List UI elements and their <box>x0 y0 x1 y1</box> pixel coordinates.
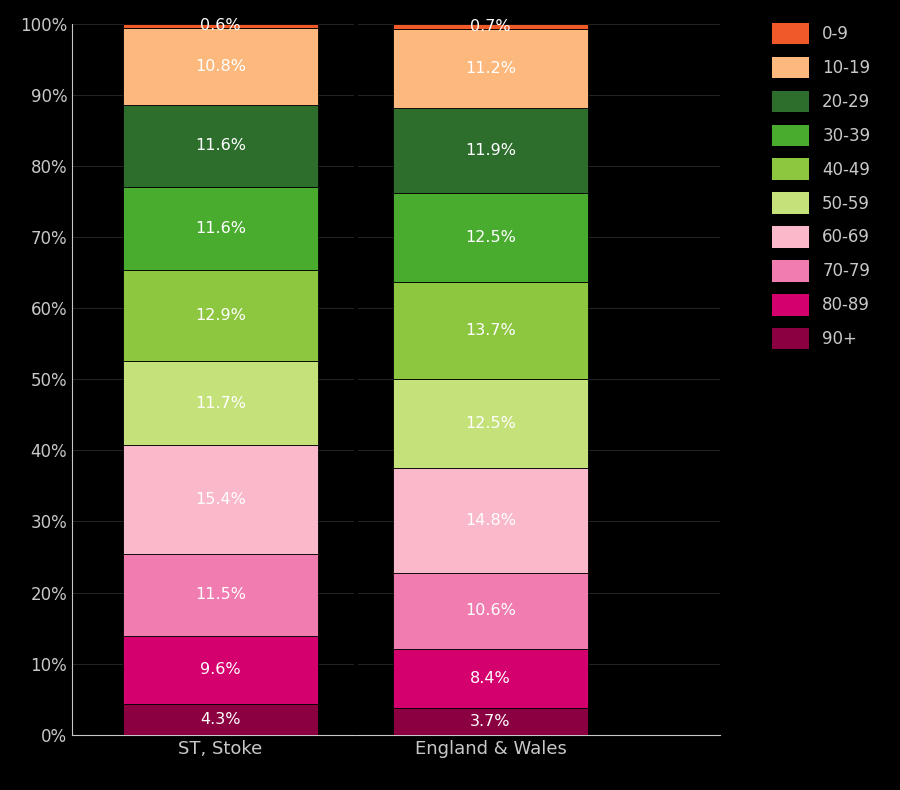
Bar <box>123 105 318 187</box>
Bar <box>123 704 318 735</box>
Legend: 0-9, 10-19, 20-29, 30-39, 40-49, 50-59, 60-69, 70-79, 80-89, 90+: 0-9, 10-19, 20-29, 30-39, 40-49, 50-59, … <box>767 18 876 355</box>
Text: 11.6%: 11.6% <box>195 138 246 153</box>
Bar <box>123 554 318 636</box>
Bar <box>123 361 318 445</box>
Bar <box>393 379 588 468</box>
Text: 12.9%: 12.9% <box>195 308 246 323</box>
Bar <box>123 187 318 269</box>
Text: 9.6%: 9.6% <box>200 663 241 678</box>
Bar <box>123 24 318 28</box>
Bar <box>393 24 588 28</box>
Text: 12.5%: 12.5% <box>465 230 516 245</box>
Bar <box>393 28 588 108</box>
Bar <box>393 709 588 735</box>
Bar <box>393 649 588 709</box>
Text: 0.6%: 0.6% <box>200 18 241 33</box>
Text: 11.9%: 11.9% <box>465 143 516 158</box>
Text: 8.4%: 8.4% <box>470 671 511 686</box>
Bar <box>123 28 318 105</box>
Bar <box>393 468 588 574</box>
Text: 10.8%: 10.8% <box>195 59 246 73</box>
Text: 13.7%: 13.7% <box>465 323 516 338</box>
Bar <box>123 636 318 704</box>
Bar <box>123 445 318 554</box>
Text: 0.7%: 0.7% <box>470 19 511 34</box>
Text: 12.5%: 12.5% <box>465 416 516 431</box>
Text: 11.2%: 11.2% <box>465 61 516 76</box>
Text: 10.6%: 10.6% <box>465 604 516 619</box>
Bar <box>393 108 588 193</box>
Text: 3.7%: 3.7% <box>470 714 511 729</box>
Text: 15.4%: 15.4% <box>195 492 246 507</box>
Text: 4.3%: 4.3% <box>200 712 241 727</box>
Bar <box>393 193 588 282</box>
Bar <box>393 574 588 649</box>
Text: 11.7%: 11.7% <box>195 396 246 411</box>
Text: 14.8%: 14.8% <box>465 514 516 529</box>
Text: 11.6%: 11.6% <box>195 221 246 236</box>
Bar <box>393 282 588 379</box>
Bar <box>123 269 318 361</box>
Text: 11.5%: 11.5% <box>195 588 246 603</box>
